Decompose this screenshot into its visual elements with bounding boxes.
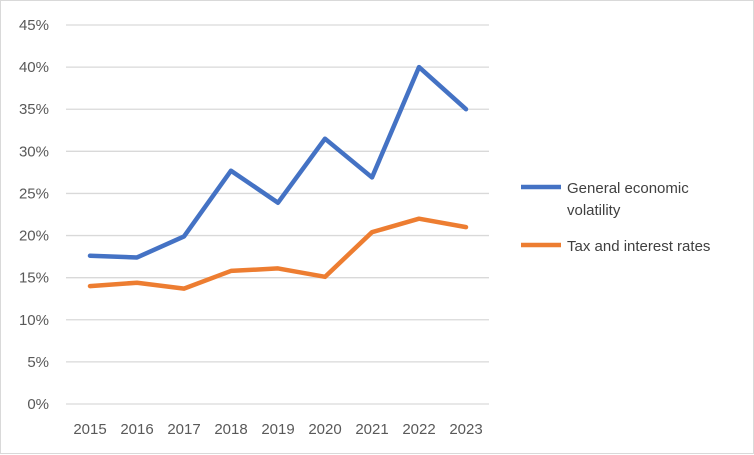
x-tick-label: 2017 [167,421,200,438]
x-tick-label: 2020 [308,421,341,438]
y-tick-label: 5% [27,354,49,371]
y-tick-label: 40% [19,59,49,76]
series-line-0 [90,67,466,257]
y-tick-label: 20% [19,228,49,245]
x-tick-label: 2023 [449,421,482,438]
y-tick-label: 10% [19,312,49,329]
y-tick-label: 45% [19,17,49,34]
x-tick-label: 2018 [214,421,247,438]
x-tick-label: 2019 [261,421,294,438]
legend-label: Tax and interest rates [567,238,710,255]
y-tick-label: 0% [27,396,49,413]
y-tick-label: 15% [19,270,49,287]
legend-label: volatility [567,202,621,219]
y-tick-label: 25% [19,185,49,202]
x-tick-label: 2021 [355,421,388,438]
x-tick-label: 2015 [73,421,106,438]
y-tick-label: 35% [19,101,49,118]
legend-label: General economic [567,180,689,197]
y-tick-label: 30% [19,143,49,160]
x-tick-label: 2022 [402,421,435,438]
x-tick-label: 2016 [120,421,153,438]
